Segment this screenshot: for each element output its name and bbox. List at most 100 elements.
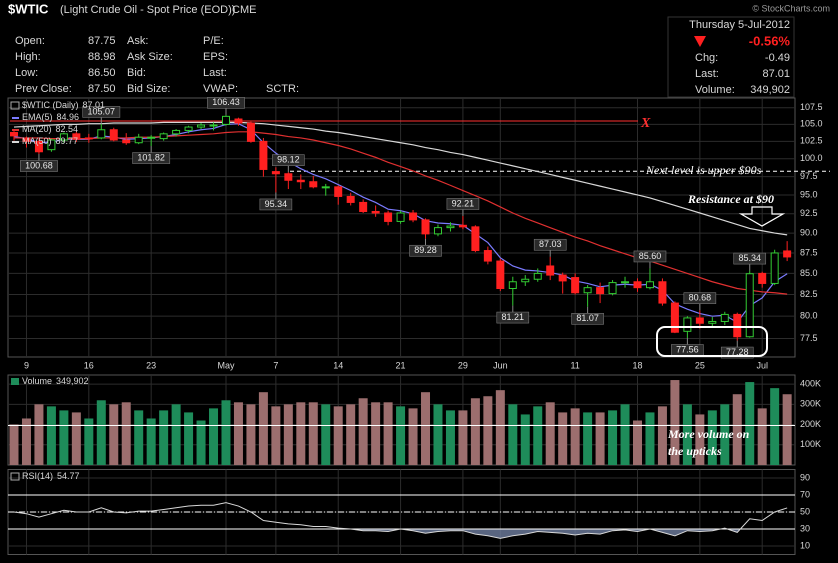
y-tick-label: 107.5: [800, 102, 823, 112]
quote-label: SCTR:: [266, 83, 299, 95]
volume-bar: [583, 412, 593, 465]
candle-body: [508, 281, 517, 290]
volume-bar: [645, 412, 655, 465]
label-box: [571, 312, 604, 325]
volume-bar: [96, 400, 106, 465]
y-tick-label: 400K: [800, 378, 821, 388]
y-tick-label: 82.5: [800, 289, 818, 299]
volume-bar: [620, 404, 630, 465]
volume-bar: [682, 404, 692, 465]
legend-entry: EMA(5) 84.96: [22, 112, 79, 122]
data-label: 80.68: [689, 293, 712, 303]
volume-bar: [757, 408, 767, 465]
y-tick-label: 102.5: [800, 136, 823, 146]
candle-body: [608, 282, 617, 295]
y-tick-label: 300K: [800, 399, 821, 409]
volume-bar: [71, 412, 81, 465]
volume-bar: [171, 404, 181, 465]
change: -0.49: [765, 52, 790, 64]
data-label: 77.28: [726, 347, 749, 357]
candle-body: [670, 302, 679, 333]
candle-body: [458, 224, 467, 228]
quote-label: Ask Size:: [127, 51, 173, 63]
data-label: 100.68: [25, 160, 53, 170]
y-tick-label: 95.0: [800, 189, 818, 199]
volume-bar: [308, 402, 318, 465]
volume-bar: [483, 396, 493, 465]
volume-bar: [46, 406, 56, 465]
volume-bar: [745, 382, 755, 465]
volume-bar: [732, 394, 742, 465]
quote-label: Ask:: [127, 35, 148, 47]
annotation: Resistance at $90: [687, 192, 774, 206]
moving-average: [14, 131, 788, 295]
volume-bar: [233, 402, 243, 465]
volume-bar: [159, 410, 169, 465]
volume-bar: [445, 410, 455, 465]
volume-bar: [657, 406, 667, 465]
candle-body: [10, 131, 18, 137]
label-box: [720, 346, 754, 359]
candle-body: [396, 212, 405, 222]
y-tick-label: 70: [800, 489, 810, 499]
quote-label: Bid Size:: [127, 83, 170, 95]
candle-body: [783, 250, 792, 258]
legend-text: Volume: [22, 376, 52, 386]
candle-body: [658, 281, 667, 304]
candle-body: [708, 320, 717, 324]
volume-bar: [470, 398, 480, 465]
candle-body: [421, 219, 430, 235]
candle-body: [72, 133, 81, 140]
legend-text: EMA(5): [22, 112, 53, 122]
volume-bar: [670, 380, 680, 465]
legend-text: 87.01: [83, 100, 106, 110]
candle-body: [59, 133, 68, 141]
data-label: 81.21: [502, 312, 525, 322]
volume-bar: [258, 392, 268, 465]
source: © StockCharts.com: [752, 3, 830, 13]
volume-bar: [458, 410, 468, 465]
x-tick-label: 9: [24, 360, 29, 370]
price-frame: [7, 97, 796, 358]
legend-text: 84.96: [57, 112, 80, 122]
label-box: [272, 154, 305, 166]
quote-label: Prev Close:: [15, 83, 72, 95]
volume-bar: [371, 402, 381, 465]
volume-bar: [34, 404, 44, 465]
candle-body: [97, 129, 106, 139]
candle-body: [546, 265, 555, 276]
candle-body: [695, 317, 704, 324]
x-tick-label: Jul: [756, 360, 768, 370]
quote-value: 87.75: [88, 35, 116, 47]
candle-body: [758, 272, 767, 284]
volume-bar: [246, 404, 256, 465]
candle-body: [409, 212, 418, 221]
y-tick-label: 90.0: [800, 227, 818, 237]
candle-body: [483, 250, 492, 262]
candle-body: [633, 281, 642, 289]
candle-body: [284, 173, 293, 181]
legend-text: 349,902: [56, 376, 89, 386]
data-label: 77.56: [676, 344, 699, 354]
label-box: [20, 160, 58, 172]
quote-label: Bid:: [127, 67, 146, 79]
data-label: 85.34: [738, 253, 761, 263]
y-tick-label: 100K: [800, 439, 821, 449]
volume-bar: [707, 410, 717, 465]
oversold-fill: [14, 529, 788, 539]
legend-entry: $WTIC (Daily) 87.01: [22, 100, 105, 110]
volume-bar: [346, 404, 356, 465]
label-box: [633, 250, 667, 263]
quote-label: Low:: [15, 67, 38, 79]
candle-body: [645, 281, 654, 289]
legend-text: 54.77: [57, 471, 80, 481]
volume-bar: [283, 404, 293, 465]
candle-body: [770, 252, 779, 284]
label-box: [82, 106, 121, 118]
candle-body: [371, 210, 380, 214]
volume-bar: [383, 402, 393, 465]
volume-bar: [271, 406, 281, 465]
y-tick-label: 90: [800, 472, 810, 482]
label-box: [132, 152, 171, 164]
volume-bar: [146, 418, 156, 465]
